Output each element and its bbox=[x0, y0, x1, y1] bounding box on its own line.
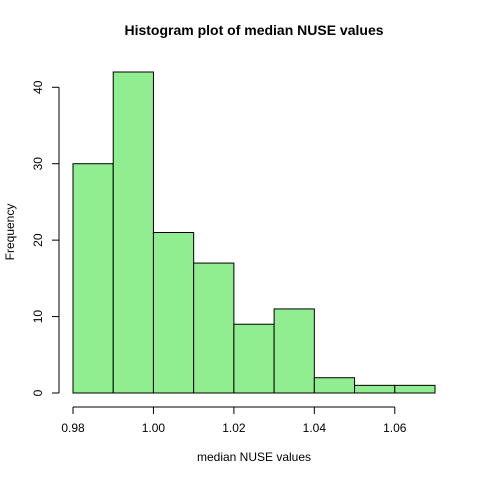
y-tick-label: 30 bbox=[31, 157, 45, 171]
y-axis: 0 10 20 30 40 bbox=[31, 80, 60, 396]
histogram-bar-6 bbox=[313, 377, 356, 394]
histogram-bar-1 bbox=[112, 71, 154, 394]
y-axis-label: Frequency bbox=[3, 204, 17, 261]
x-axis: 0.98 1.00 1.02 1.04 1.06 bbox=[61, 406, 407, 435]
y-tick-label: 20 bbox=[31, 233, 45, 247]
y-tick-label: 40 bbox=[31, 80, 45, 94]
bars-group bbox=[72, 71, 436, 394]
histogram-bar-8 bbox=[394, 384, 436, 394]
histogram-bar-4 bbox=[233, 323, 275, 394]
y-tick-label: 0 bbox=[31, 389, 45, 396]
x-tick-label: 1.04 bbox=[303, 421, 327, 435]
x-tick-label: 1.00 bbox=[142, 421, 166, 435]
chart-title: Histogram plot of median NUSE values bbox=[124, 22, 383, 38]
histogram-bar-7 bbox=[354, 384, 396, 394]
histogram-bar-5 bbox=[273, 308, 315, 394]
x-tick-label: 1.06 bbox=[383, 421, 407, 435]
histogram-bar-0 bbox=[72, 163, 114, 394]
x-tick-label: 0.98 bbox=[61, 421, 85, 435]
y-tick-label: 10 bbox=[31, 310, 45, 324]
x-tick-label: 1.02 bbox=[222, 421, 246, 435]
histogram-bar-2 bbox=[152, 232, 195, 394]
x-axis-label: median NUSE values bbox=[197, 450, 311, 464]
histogram-bar-3 bbox=[193, 262, 235, 394]
